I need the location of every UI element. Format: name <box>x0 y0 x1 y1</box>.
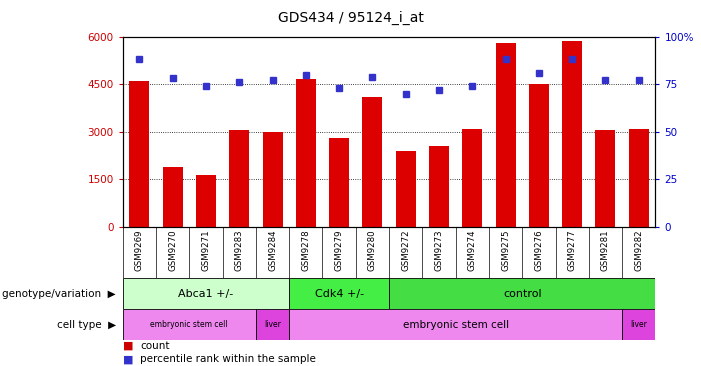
Bar <box>529 84 549 227</box>
Text: GSM9280: GSM9280 <box>368 229 377 271</box>
Text: GSM9278: GSM9278 <box>301 229 311 271</box>
Bar <box>296 79 315 227</box>
Bar <box>329 138 349 227</box>
Text: GSM9275: GSM9275 <box>501 229 510 271</box>
Text: percentile rank within the sample: percentile rank within the sample <box>140 354 316 365</box>
Text: GSM9282: GSM9282 <box>634 229 644 271</box>
Text: GSM9284: GSM9284 <box>268 229 277 271</box>
Bar <box>629 128 649 227</box>
Bar <box>256 309 290 340</box>
Bar <box>362 97 383 227</box>
Bar <box>123 278 290 309</box>
Bar <box>290 278 389 309</box>
Text: ■: ■ <box>123 341 133 351</box>
Text: control: control <box>503 289 542 299</box>
Bar <box>389 278 655 309</box>
Bar <box>196 175 216 227</box>
Text: GSM9277: GSM9277 <box>568 229 577 271</box>
Text: GDS434 / 95124_i_at: GDS434 / 95124_i_at <box>278 11 423 25</box>
Bar <box>129 81 149 227</box>
Text: GSM9270: GSM9270 <box>168 229 177 271</box>
Bar <box>163 167 182 227</box>
Text: GSM9271: GSM9271 <box>201 229 210 271</box>
Text: GSM9269: GSM9269 <box>135 229 144 271</box>
Bar <box>123 309 256 340</box>
Text: ■: ■ <box>123 354 133 365</box>
Bar <box>496 43 516 227</box>
Text: liver: liver <box>264 320 281 329</box>
Text: Cdk4 +/-: Cdk4 +/- <box>315 289 364 299</box>
Text: genotype/variation  ▶: genotype/variation ▶ <box>2 289 116 299</box>
Text: GSM9272: GSM9272 <box>401 229 410 271</box>
Text: count: count <box>140 341 170 351</box>
Bar <box>596 130 615 227</box>
Bar <box>396 151 416 227</box>
Text: GSM9281: GSM9281 <box>601 229 610 271</box>
Bar <box>429 146 449 227</box>
Text: GSM9283: GSM9283 <box>235 229 244 271</box>
Text: GSM9274: GSM9274 <box>468 229 477 271</box>
Text: liver: liver <box>630 320 647 329</box>
Text: embryonic stem cell: embryonic stem cell <box>402 320 509 330</box>
Bar <box>262 132 283 227</box>
Text: GSM9276: GSM9276 <box>534 229 543 271</box>
Bar <box>463 128 482 227</box>
Bar <box>622 309 655 340</box>
Bar <box>290 309 622 340</box>
Text: Abca1 +/-: Abca1 +/- <box>178 289 233 299</box>
Bar <box>562 41 582 227</box>
Text: GSM9273: GSM9273 <box>435 229 444 271</box>
Text: GSM9279: GSM9279 <box>334 229 343 271</box>
Bar <box>229 130 250 227</box>
Text: embryonic stem cell: embryonic stem cell <box>151 320 228 329</box>
Text: cell type  ▶: cell type ▶ <box>57 320 116 330</box>
